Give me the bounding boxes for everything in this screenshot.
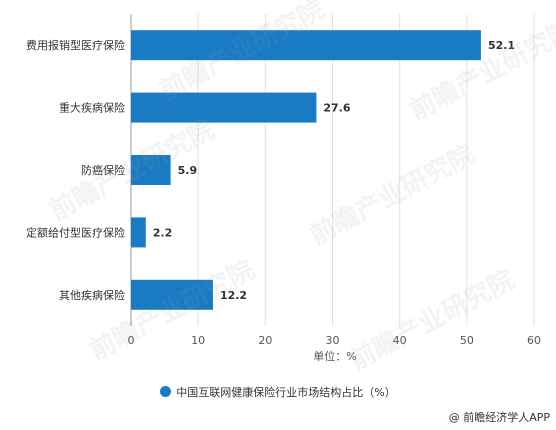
x-axis-label: 单位：% [313, 349, 356, 363]
bar [131, 155, 171, 185]
category-label: 重大疾病保险 [59, 101, 125, 115]
source-credit: @ 前瞻经济学人APP [448, 411, 550, 424]
value-labels: 52.1 27.6 5.9 2.2 12.2 [153, 39, 515, 302]
bars [131, 30, 481, 310]
x-tick-label: 10 [191, 334, 205, 347]
legend-marker [160, 386, 172, 397]
x-tick-label: 20 [258, 334, 272, 347]
value-label: 5.9 [178, 164, 198, 177]
value-label: 52.1 [488, 39, 515, 52]
legend-label: 中国互联网健康保险行业市场结构占比（%） [176, 386, 396, 399]
legend: 中国互联网健康保险行业市场结构占比（%） [0, 384, 556, 400]
gridlines [197, 14, 535, 326]
bar [131, 30, 481, 61]
value-label: 12.2 [220, 289, 247, 302]
x-tick-label: 60 [527, 334, 541, 347]
value-label: 27.6 [323, 102, 350, 115]
bar [131, 92, 317, 123]
x-tick-label: 50 [460, 334, 474, 347]
bar [131, 279, 213, 310]
category-label: 其他疾病保险 [59, 288, 125, 302]
value-label: 2.2 [153, 226, 173, 239]
x-tick-label: 40 [393, 334, 407, 347]
category-label: 费用报销型医疗保险 [26, 38, 125, 52]
bar [131, 217, 146, 248]
x-tick-labels: 0 10 20 30 40 50 60 [128, 334, 542, 347]
category-label: 定额给付型医疗保险 [26, 225, 125, 239]
x-tick-label: 0 [128, 334, 135, 347]
x-tick-label: 30 [326, 334, 340, 347]
category-label: 防癌保险 [81, 163, 125, 177]
